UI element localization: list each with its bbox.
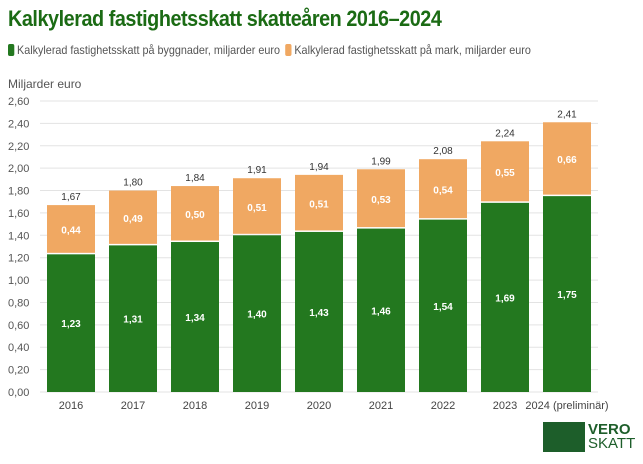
y-tick-label: 1,40 [8, 230, 29, 242]
y-tick-label: 2,60 [8, 96, 29, 108]
bar-buildings [295, 231, 343, 392]
bar-buildings [543, 196, 591, 392]
y-tick-label: 0,40 [8, 342, 29, 354]
legend-label-buildings: Kalkylerad fastighetsskatt på byggnader,… [17, 43, 280, 57]
x-tick-label: 2023 [493, 400, 517, 412]
data-label-buildings: 1,69 [495, 293, 515, 304]
y-tick-label: 1,80 [8, 186, 29, 198]
y-tick-label: 2,40 [8, 118, 29, 130]
bar-land [109, 190, 157, 244]
total-label: 2,41 [557, 109, 577, 120]
bar-land [419, 159, 467, 219]
legend: Kalkylerad fastighetsskatt på byggnader,… [8, 43, 531, 57]
bar-buildings [109, 245, 157, 392]
legend-swatch-land [285, 44, 292, 56]
data-label-land: 0,55 [495, 168, 515, 179]
data-label-land: 0,66 [557, 155, 577, 166]
x-tick-label: 2018 [183, 400, 207, 412]
y-tick-label: 1,20 [8, 253, 29, 265]
x-tick-label: 2024 (preliminär) [525, 400, 608, 412]
data-label-buildings: 1,31 [123, 315, 143, 326]
total-label: 1,91 [247, 165, 267, 176]
bar-buildings [233, 235, 281, 392]
bar-land [47, 205, 95, 253]
data-label-land: 0,51 [247, 203, 267, 214]
data-label-buildings: 1,40 [247, 310, 267, 321]
x-tick-label: 2019 [245, 400, 269, 412]
bar-buildings [481, 202, 529, 392]
total-label: 1,94 [309, 162, 329, 173]
bar-buildings [47, 254, 95, 392]
total-label: 1,80 [123, 178, 143, 189]
logo-text-2: SKATT [588, 435, 636, 452]
data-label-land: 0,44 [61, 226, 81, 237]
total-label: 1,67 [61, 192, 81, 203]
total-label: 2,08 [433, 146, 453, 157]
bar-land [543, 122, 591, 195]
y-tick-label: 2,00 [8, 163, 29, 175]
data-label-land: 0,50 [185, 210, 205, 221]
logo-text-1: VERO [588, 421, 631, 438]
data-label-buildings: 1,23 [61, 319, 81, 330]
data-label-buildings: 1,46 [371, 306, 391, 317]
legend-label-land: Kalkylerad fastighetsskatt på mark, milj… [294, 43, 531, 57]
x-tick-label: 2017 [121, 400, 145, 412]
data-label-buildings: 1,43 [309, 308, 329, 319]
bar-buildings [171, 242, 219, 392]
x-tick-label: 2016 [59, 400, 83, 412]
bar-land [481, 141, 529, 202]
bar-land [295, 174, 343, 231]
total-label: 1,99 [371, 156, 391, 167]
x-tick-label: 2022 [431, 400, 455, 412]
data-label-land: 0,51 [309, 199, 329, 210]
bar-buildings [419, 219, 467, 392]
vero-skatt-logo: VERO SKATT [543, 422, 635, 452]
bar-land [171, 186, 219, 241]
y-tick-label: 1,00 [8, 275, 29, 287]
y-tick-label: 0,80 [8, 297, 29, 309]
y-tick-label: 1,60 [8, 208, 29, 220]
bar-land [357, 169, 405, 228]
bar-buildings [357, 228, 405, 392]
data-label-buildings: 1,54 [433, 302, 453, 313]
total-label: 1,84 [185, 173, 205, 184]
y-tick-label: 0,60 [8, 320, 29, 332]
y-tick-label: 0,00 [8, 387, 29, 399]
logo-emblem-icon [543, 422, 585, 452]
chart-title: Kalkylerad fastighetsskatt skatteåren 20… [8, 6, 442, 31]
data-label-buildings: 1,75 [557, 290, 577, 301]
legend-swatch-buildings [8, 44, 15, 56]
y-axis-label: Miljarder euro [8, 77, 82, 91]
data-label-land: 0,49 [123, 214, 143, 225]
data-label-land: 0,53 [371, 195, 391, 206]
total-label: 2,24 [495, 128, 515, 139]
bar-land [233, 178, 281, 234]
y-tick-label: 0,20 [8, 365, 29, 377]
x-tick-label: 2021 [369, 400, 393, 412]
data-label-buildings: 1,34 [185, 313, 205, 324]
data-label-land: 0,54 [433, 185, 453, 196]
x-tick-label: 2020 [307, 400, 331, 412]
y-tick-label: 2,20 [8, 141, 29, 153]
